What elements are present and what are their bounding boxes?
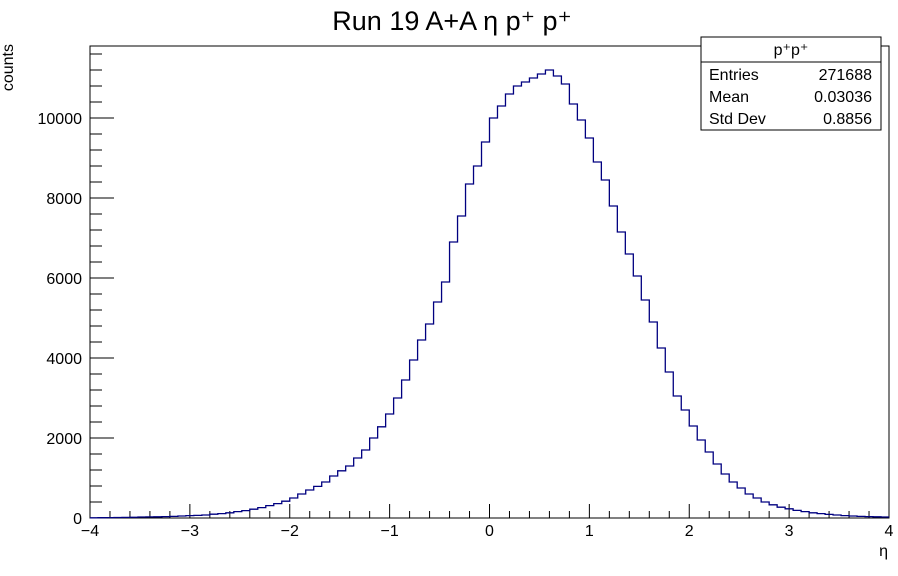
y-tick-label: 6000	[46, 271, 82, 288]
y-axis-title: counts	[0, 44, 17, 91]
y-tick-label: 10000	[38, 111, 83, 128]
x-tick-label: −1	[381, 523, 399, 540]
x-tick-label: 0	[485, 523, 494, 540]
stats-entries-label: Entries	[709, 67, 759, 84]
chart-title: Run 19 A+A η p⁺ p⁺	[332, 6, 571, 36]
x-axis-title: η	[879, 543, 888, 560]
y-tick-label: 4000	[46, 351, 82, 368]
y-axis: 0 2000 4000 6000 8000 10000	[38, 53, 114, 528]
stats-title: p⁺p⁺	[774, 42, 809, 59]
y-tick-label: 2000	[46, 431, 82, 448]
x-tick-label: 2	[685, 523, 694, 540]
x-tick-label: 4	[885, 523, 894, 540]
stats-box-frame	[700, 36, 882, 131]
stats-box: p⁺p⁺ Entries 271688 Mean 0.03036 Std Dev…	[700, 36, 882, 131]
stats-stddev-label: Std Dev	[709, 111, 766, 128]
stats-entries-value: 271688	[819, 67, 872, 84]
x-tick-label: 3	[785, 523, 794, 540]
stats-mean-label: Mean	[709, 89, 749, 106]
stats-mean-value: 0.03036	[814, 89, 872, 106]
histogram-series-line	[90, 69, 889, 519]
stats-stddev-value: 0.8856	[823, 111, 872, 128]
x-axis: −4 −3 −2 −1 0 1 2 3 4	[81, 504, 894, 540]
x-tick-label: −3	[181, 523, 199, 540]
x-tick-label: −2	[281, 523, 299, 540]
y-tick-label: 8000	[46, 191, 82, 208]
x-tick-label: 1	[585, 523, 594, 540]
y-tick-label: 0	[73, 511, 82, 528]
x-tick-label: −4	[81, 523, 99, 540]
